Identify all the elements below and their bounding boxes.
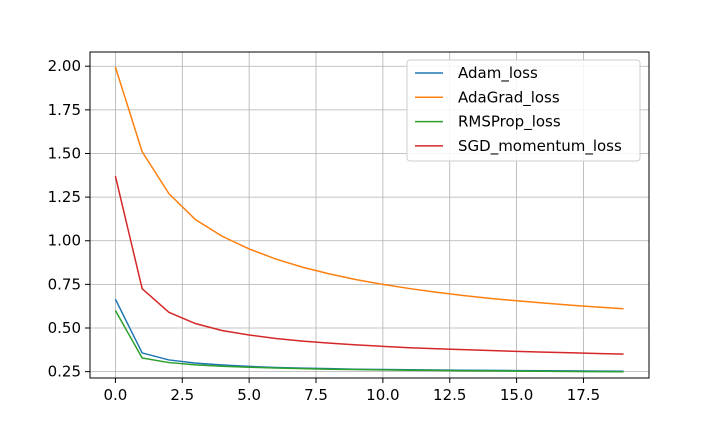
series-line-sgd-momentum-loss (114, 175, 624, 355)
x-tick-label: 15.0 (500, 386, 533, 404)
y-tick-label: 1.50 (48, 144, 81, 162)
legend-box (406, 59, 641, 162)
y-tick-label: 0.75 (48, 275, 81, 293)
x-tick-label: 7.5 (304, 386, 328, 404)
y-tick-label: 1.00 (48, 232, 81, 250)
x-tick-label: 10.0 (366, 386, 399, 404)
x-tick-label: 12.5 (433, 386, 466, 404)
y-tick-label: 1.25 (48, 188, 81, 206)
y-tick-label: 0.50 (48, 319, 81, 337)
x-tick-label: 5.0 (237, 386, 261, 404)
y-axis-ticks: 0.25 0.50 0.75 1.00 1.25 1.50 1.75 2.00 (48, 57, 90, 381)
y-tick-label: 0.25 (48, 363, 81, 381)
legend-label-adam-loss: Adam_loss (458, 64, 538, 83)
y-tick-label: 2.00 (48, 57, 81, 75)
y-tick-label: 1.75 (48, 101, 81, 119)
x-tick-label: 0.0 (103, 386, 127, 404)
x-axis-ticks: 0.0 2.5 5.0 7.5 10.0 12.5 15.0 17.5 (103, 378, 600, 404)
legend-label-sgd-momentum-loss: SGD_momentum_loss (458, 137, 622, 156)
legend-label-rmsprop-loss: RMSProp_loss (458, 113, 561, 132)
x-tick-label: 17.5 (567, 386, 600, 404)
legend-label-adagrad-loss: AdaGrad_loss (458, 88, 560, 107)
legend: Adam_loss AdaGrad_loss RMSProp_loss SGD_mom… (406, 59, 641, 162)
series-lines (114, 66, 624, 373)
x-tick-label: 2.5 (170, 386, 194, 404)
series-line-adagrad-loss (114, 66, 624, 310)
plot-frame (89, 51, 650, 379)
series-line-rmsprop-loss (114, 310, 624, 373)
